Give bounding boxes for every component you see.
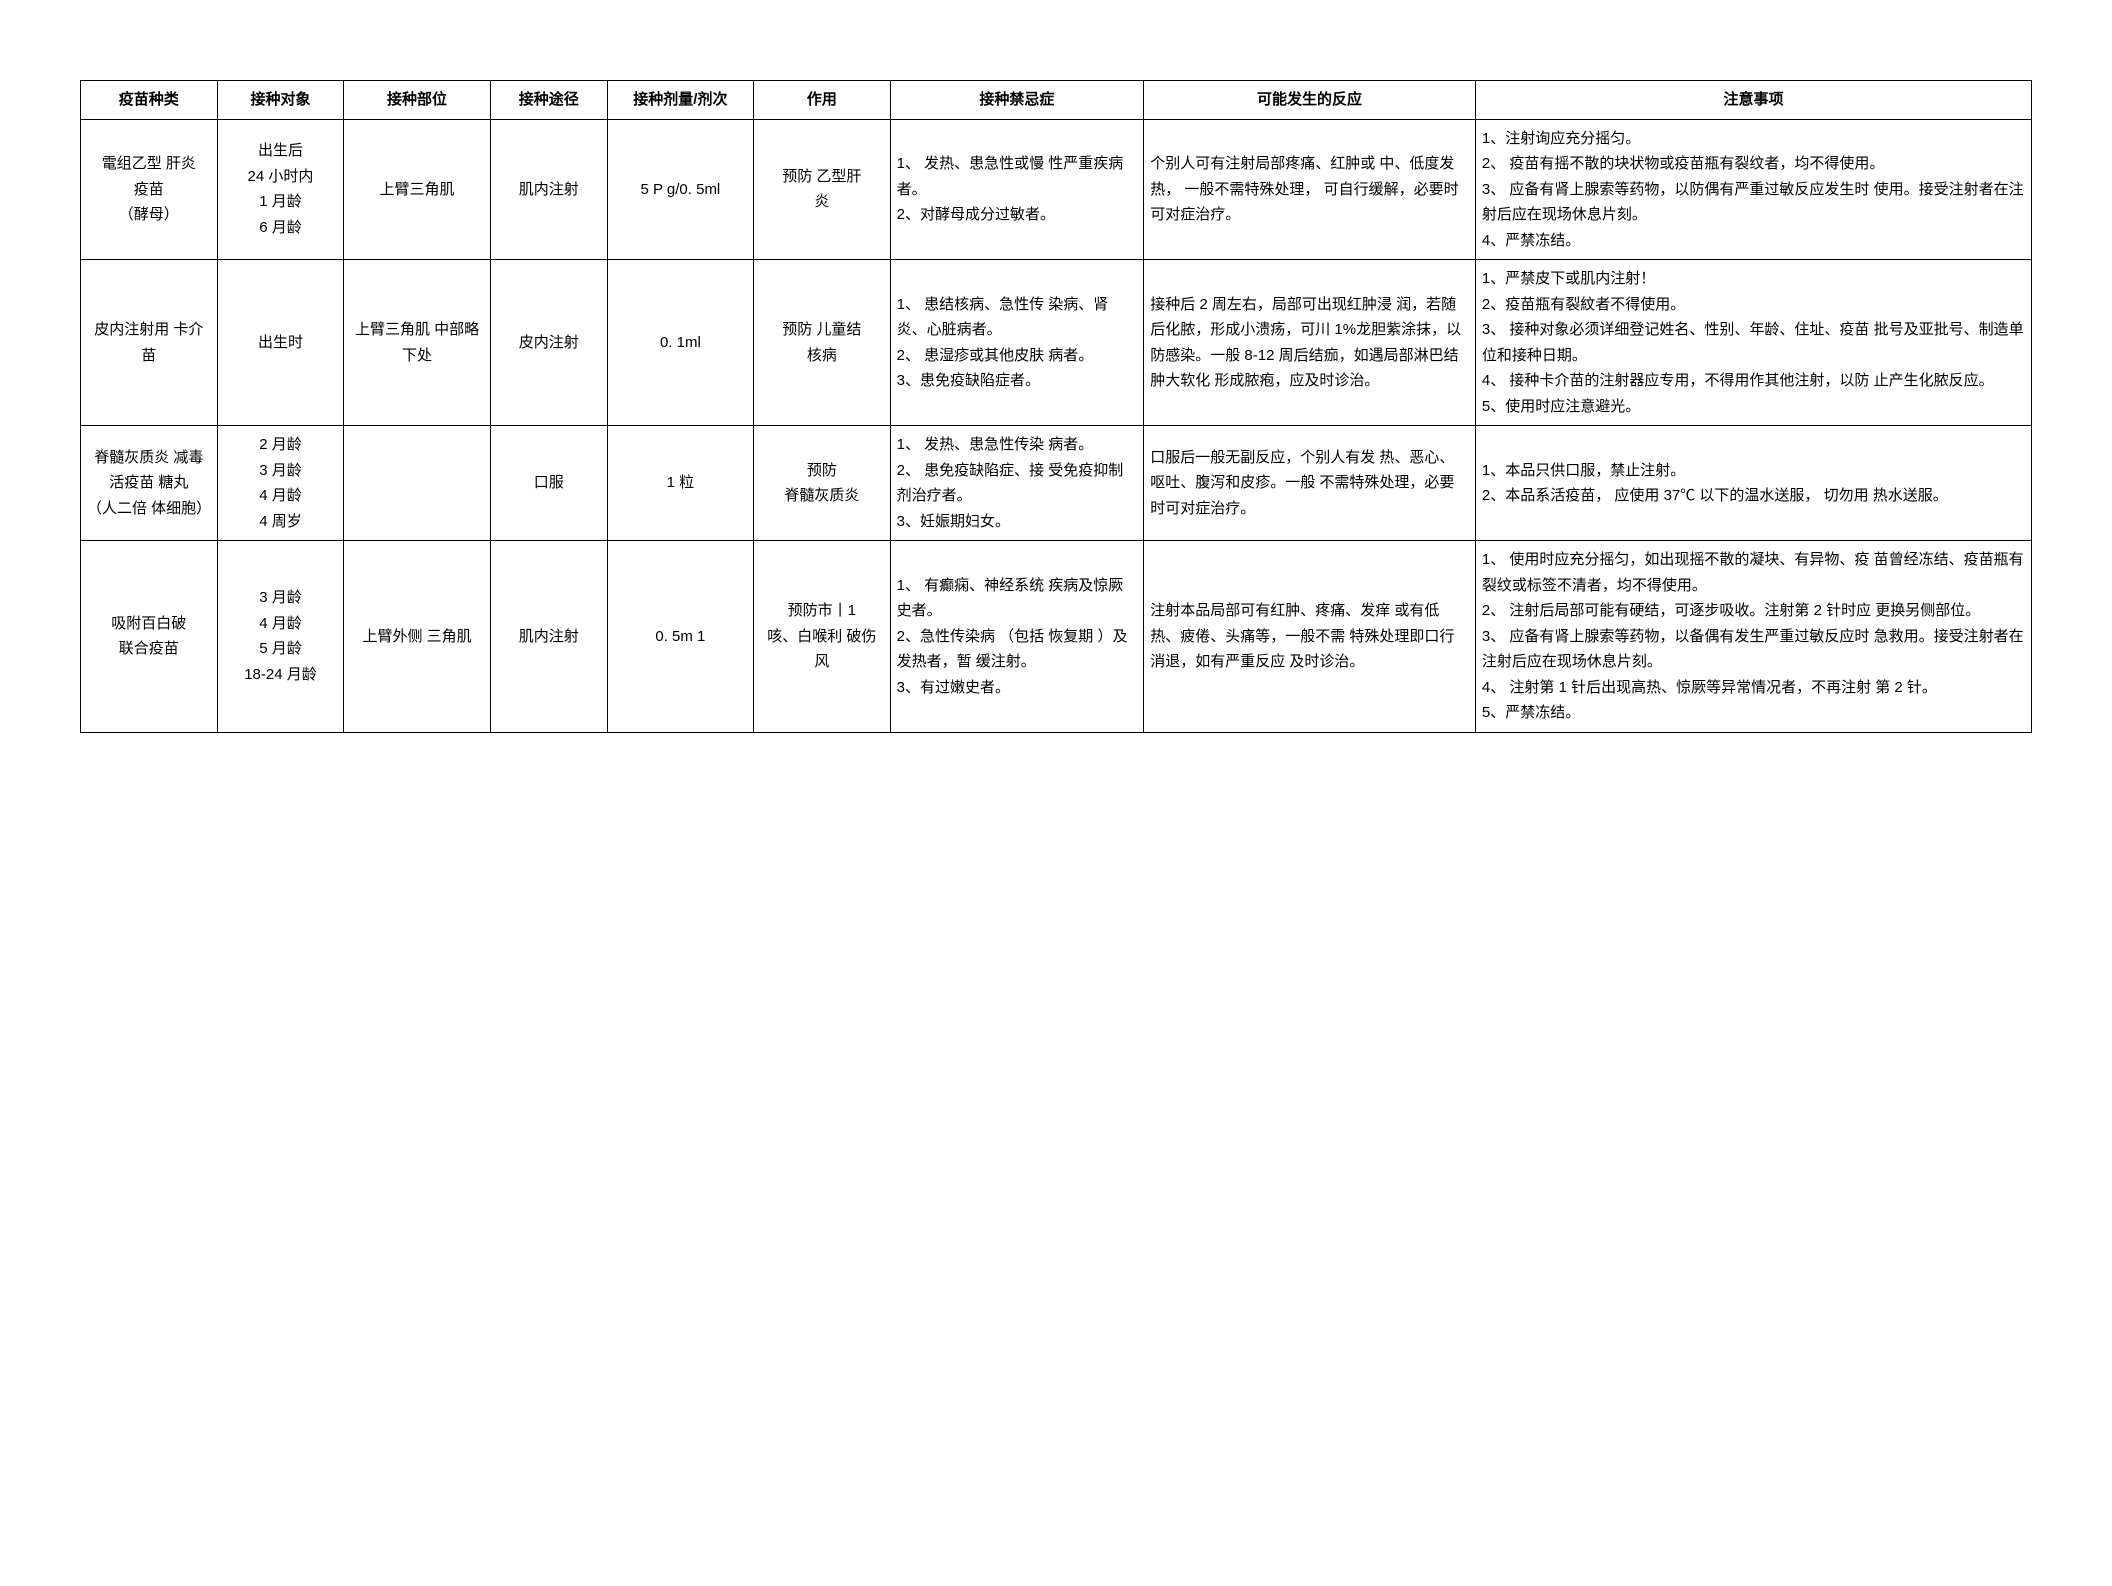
cell-contraind: 1、 有癫痫、神经系统 疾病及惊厥史者。2、急性传染病 （包括 恢复期 ）及发热… [890,541,1144,733]
cell-subject: 3 月龄4 月龄5 月龄18-24 月龄 [217,541,344,733]
table-row: 脊髓灰质炎 减毒活疫苗 糖丸（人二倍 体细胞）2 月龄3 月龄4 月龄4 周岁 口… [81,426,2032,541]
table-row: 電组乙型 肝炎疫苗（酵母）出生后24 小时内1 月龄6 月龄上臂三角肌肌内注射5… [81,119,2032,260]
col-header-dose: 接种剂量/剂次 [607,81,753,120]
col-header-notes: 注意事项 [1475,81,2031,120]
cell-contraind: 1、 发热、患急性传染 病者。2、 患免疫缺陷症、接 受免疫抑制剂治疗者。3、妊… [890,426,1144,541]
cell-subject: 出生时 [217,260,344,426]
cell-reaction: 注射本品局部可有红肿、疼痛、发痒 或有低热、疲倦、头痛等，一般不需 特殊处理即口… [1144,541,1476,733]
col-header-type: 疫苗种类 [81,81,218,120]
cell-type: 皮内注射用 卡介苗 [81,260,218,426]
cell-dose: 5 P g/0. 5ml [607,119,753,260]
cell-notes: 1、注射询应充分摇匀。2、 疫苗有摇不散的块状物或疫苗瓶有裂纹者，均不得使用。3… [1475,119,2031,260]
table-row: 吸附百白破联合疫苗3 月龄4 月龄5 月龄18-24 月龄上臂外侧 三角肌肌内注… [81,541,2032,733]
col-header-subject: 接种对象 [217,81,344,120]
cell-reaction: 口服后一般无副反应，个别人有发 热、恶心、呕吐、腹泻和皮疹。一般 不需特殊处理，… [1144,426,1476,541]
cell-site: 上臂外侧 三角肌 [344,541,490,733]
cell-contraind: 1、 发热、患急性或慢 性严重疾病者。2、对酵母成分过敏者。 [890,119,1144,260]
cell-dose: 0. 1ml [607,260,753,426]
col-header-effect: 作用 [754,81,891,120]
cell-effect: 预防脊髓灰质炎 [754,426,891,541]
cell-dose: 1 粒 [607,426,753,541]
col-header-route: 接种途径 [490,81,607,120]
col-header-reaction: 可能发生的反应 [1144,81,1476,120]
cell-effect: 预防 儿童结核病 [754,260,891,426]
table-body: 電组乙型 肝炎疫苗（酵母）出生后24 小时内1 月龄6 月龄上臂三角肌肌内注射5… [81,119,2032,732]
table-header-row: 疫苗种类 接种对象 接种部位 接种途径 接种剂量/剂次 作用 接种禁忌症 可能发… [81,81,2032,120]
col-header-contraind: 接种禁忌症 [890,81,1144,120]
cell-dose: 0. 5m 1 [607,541,753,733]
cell-site: 上臂三角肌 中部略下处 [344,260,490,426]
cell-contraind: 1、 患结核病、急性传 染病、肾炎、心脏病者。2、 患湿疹或其他皮肤 病者。3、… [890,260,1144,426]
vaccine-table: 疫苗种类 接种对象 接种部位 接种途径 接种剂量/剂次 作用 接种禁忌症 可能发… [80,80,2032,733]
table-row: 皮内注射用 卡介苗出生时上臂三角肌 中部略下处皮内注射0. 1ml预防 儿童结核… [81,260,2032,426]
cell-notes: 1、本品只供口服，禁止注射。2、本品系活疫苗， 应使用 37℃ 以下的温水送服，… [1475,426,2031,541]
cell-route: 肌内注射 [490,541,607,733]
cell-notes: 1、 使用时应充分摇匀，如出现摇不散的凝块、有异物、疫 苗曾经冻结、疫苗瓶有裂纹… [1475,541,2031,733]
cell-type: 電组乙型 肝炎疫苗（酵母） [81,119,218,260]
cell-subject: 2 月龄3 月龄4 月龄4 周岁 [217,426,344,541]
cell-route: 皮内注射 [490,260,607,426]
cell-reaction: 个别人可有注射局部疼痛、红肿或 中、低度发热， 一般不需特殊处理， 可自行缓解，… [1144,119,1476,260]
cell-effect: 预防 乙型肝炎 [754,119,891,260]
cell-reaction: 接种后 2 周左右，局部可出现红肿浸 润，若随后化脓，形成小溃疡，可川 1%龙胆… [1144,260,1476,426]
cell-notes: 1、严禁皮下或肌内注射！2、疫苗瓶有裂紋者不得使用。3、 接种对象必须详细登记姓… [1475,260,2031,426]
cell-route: 口服 [490,426,607,541]
cell-effect: 预防市丨1咳、白喉利 破伤风 [754,541,891,733]
cell-type: 脊髓灰质炎 减毒活疫苗 糖丸（人二倍 体细胞） [81,426,218,541]
cell-type: 吸附百白破联合疫苗 [81,541,218,733]
col-header-site: 接种部位 [344,81,490,120]
cell-route: 肌内注射 [490,119,607,260]
cell-subject: 出生后24 小时内1 月龄6 月龄 [217,119,344,260]
cell-site: 上臂三角肌 [344,119,490,260]
cell-site [344,426,490,541]
